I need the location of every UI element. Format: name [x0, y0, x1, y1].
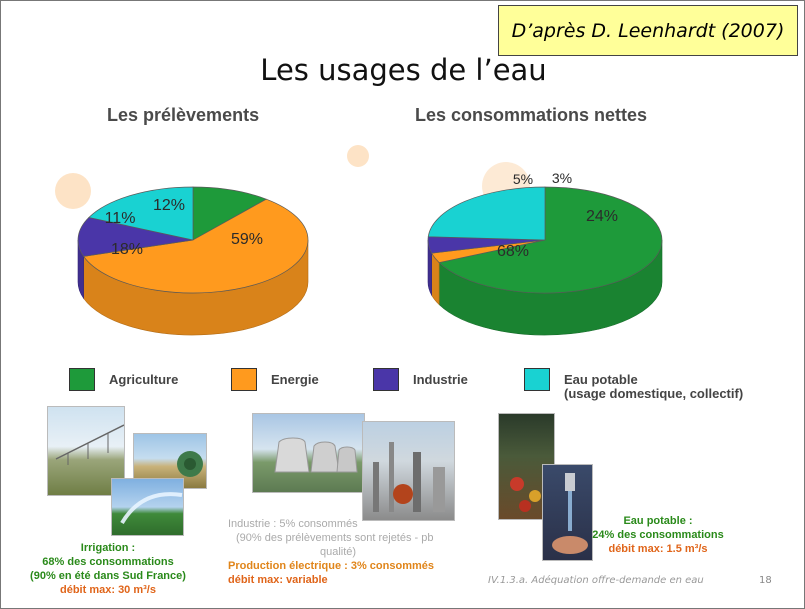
credit-box: D’après D. Leenhardt (2007): [498, 5, 798, 56]
pie-label-energie: 59%: [231, 231, 263, 248]
decor-bubble: [347, 145, 369, 167]
legend-item-energie: Energie: [231, 368, 319, 391]
legend-item-eau-potable: Eau potable (usage domestique, collectif…: [524, 368, 743, 401]
legend-swatch: [69, 368, 95, 391]
caption-line: Industrie : 5% consommés: [228, 518, 358, 530]
page-number: 18: [759, 575, 772, 586]
caption-eau-potable: Eau potable : 24% des consommations débi…: [573, 514, 743, 556]
caption-line: débit max: variable: [228, 574, 328, 586]
pie-slice-eau_potable: [88, 186, 194, 241]
legend-label-sub: (usage domestique, collectif): [564, 386, 744, 401]
pie-slice-eau_potable: [427, 186, 546, 241]
pie-label-industrie: 12%: [153, 197, 185, 214]
legend-label: Energie: [271, 372, 319, 387]
power-plant-photo: [252, 413, 365, 493]
legend-label: Eau potable (usage domestique, collectif…: [564, 368, 743, 401]
legend-item-agriculture: Agriculture: [69, 368, 178, 391]
legend-swatch: [231, 368, 257, 391]
caption-line: Eau potable :: [623, 515, 693, 527]
legend-swatch: [524, 368, 550, 391]
pie-label-eau_potable: 24%: [586, 208, 618, 225]
legend-item-industrie: Industrie: [373, 368, 468, 391]
pie-label-agriculture: 11%: [105, 210, 136, 227]
pie-slice-agriculture: [438, 186, 663, 294]
caption-line: (90% des prélèvements sont rejetés - pb: [236, 532, 434, 544]
refinery-photo: [362, 421, 455, 521]
caption-line: débit max: 1.5 m³/s: [608, 543, 708, 555]
caption-line: Production électrique : 3% consommés: [228, 560, 434, 572]
legend-swatch: [373, 368, 399, 391]
chart-title-prelevements: Les prélèvements: [107, 105, 260, 125]
footer-text: IV.1.3.a. Adéquation offre-demande en ea…: [488, 575, 704, 586]
pie-slice-agriculture: [192, 186, 268, 241]
caption-line: débit max: 30 m³/s: [60, 584, 156, 596]
pie-label-agriculture: 68%: [497, 243, 529, 260]
pie-slice-energie: [83, 198, 309, 294]
caption-line: Irrigation :: [80, 542, 136, 554]
legend-label: Agriculture: [109, 372, 179, 387]
decor-bubble: [55, 173, 91, 209]
caption-line: qualité): [320, 546, 357, 558]
irrigation-sprinkler-photo: [111, 478, 184, 536]
caption-line: 68% des consommations: [42, 556, 174, 568]
pie-label-industrie: 5%: [513, 171, 533, 187]
pie-charts: 11% 59% 12% 18% 68% 3% 5% 24%: [55, 145, 663, 336]
chart-title-consommations: Les consommations nettes: [415, 105, 648, 125]
pie-label-eau_potable: 18%: [111, 241, 143, 258]
legend-label-main: Eau potable: [564, 372, 638, 387]
caption-industrie: Industrie : 5% consommés (90% des prélèv…: [228, 517, 468, 587]
pie-slice-industrie: [77, 217, 194, 257]
legend-label: Industrie: [413, 372, 468, 387]
caption-line: 24% des consommations: [592, 529, 724, 541]
pie-prelevements: 11% 59% 12% 18%: [77, 186, 309, 336]
caption-irrigation: Irrigation : 68% des consommations (90% …: [13, 541, 203, 597]
tap-water-photo: [542, 464, 593, 561]
pie-consommations: 68% 3% 5% 24%: [427, 170, 663, 336]
caption-line: (90% en été dans Sud France): [30, 570, 186, 582]
slide-title: Les usages de l’eau: [260, 53, 547, 87]
pie-label-energie: 3%: [552, 170, 572, 186]
